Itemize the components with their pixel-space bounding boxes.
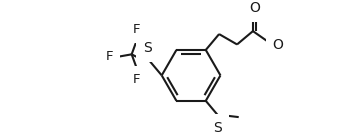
Text: S: S (214, 121, 222, 135)
Text: F: F (106, 50, 114, 63)
Text: O: O (249, 1, 260, 15)
Text: F: F (132, 23, 140, 36)
Text: F: F (132, 73, 140, 86)
Text: O: O (272, 38, 284, 52)
Text: S: S (144, 41, 152, 55)
